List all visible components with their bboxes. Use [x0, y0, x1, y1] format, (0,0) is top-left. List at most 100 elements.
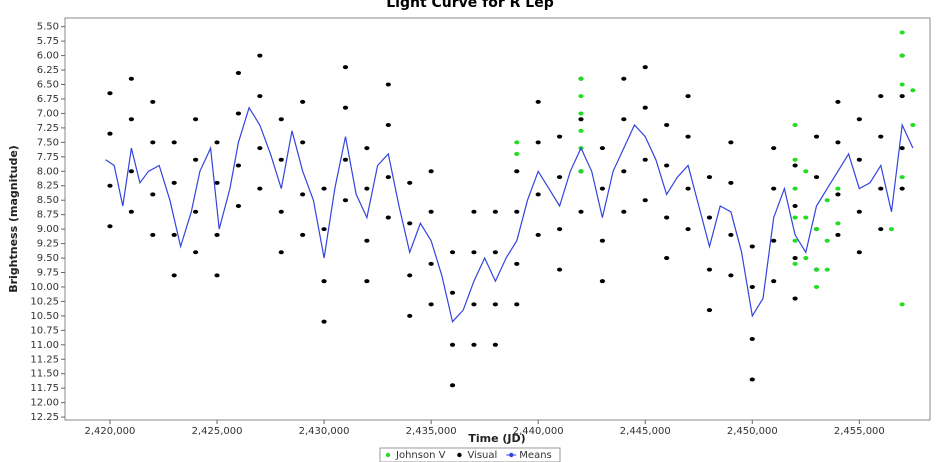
- data-point: [535, 232, 541, 237]
- data-point: [878, 94, 884, 99]
- data-point: [835, 192, 841, 197]
- data-point: [599, 238, 606, 243]
- data-point: [214, 273, 220, 278]
- data-point: [899, 53, 905, 58]
- data-point: [342, 65, 349, 70]
- data-point: [835, 186, 841, 191]
- data-point: [813, 134, 820, 139]
- y-tick-label: 9.00: [37, 224, 59, 235]
- data-point: [621, 209, 627, 214]
- data-point: [107, 131, 113, 136]
- data-point: [385, 82, 391, 87]
- data-point: [899, 30, 905, 35]
- data-point: [471, 342, 477, 347]
- y-tick-label: 9.50: [37, 253, 59, 264]
- data-point: [642, 198, 648, 203]
- data-point: [385, 123, 391, 128]
- data-point: [621, 169, 627, 174]
- data-point: [214, 140, 220, 145]
- data-point: [621, 117, 627, 122]
- data-point: [342, 157, 349, 162]
- data-point: [535, 192, 541, 197]
- y-tick-label: 7.75: [37, 152, 59, 163]
- x-tick-label: 2,425,000: [192, 426, 243, 437]
- y-tick-label: 9.25: [37, 239, 59, 250]
- data-point: [556, 227, 563, 232]
- data-point: [899, 302, 905, 307]
- data-point: [150, 99, 156, 104]
- data-point: [642, 105, 648, 110]
- data-point: [385, 175, 391, 180]
- y-tick-label: 8.00: [37, 166, 59, 177]
- data-point: [471, 209, 477, 214]
- data-point: [492, 250, 498, 255]
- data-point: [599, 186, 606, 191]
- data-point: [471, 302, 477, 307]
- data-point: [878, 227, 884, 232]
- data-point: [856, 117, 862, 122]
- data-point: [792, 163, 798, 168]
- data-point: [824, 238, 830, 243]
- data-point: [193, 209, 199, 214]
- data-point: [813, 284, 820, 289]
- data-point: [728, 273, 734, 278]
- data-point: [578, 94, 584, 99]
- data-point: [578, 169, 584, 174]
- data-point: [803, 169, 809, 174]
- data-point: [407, 313, 413, 318]
- legend-label: Means: [519, 450, 551, 461]
- data-point: [128, 169, 134, 174]
- legend-label: Visual: [467, 450, 497, 461]
- data-point: [642, 157, 648, 162]
- data-point: [664, 215, 670, 220]
- data-point: [300, 232, 306, 237]
- data-point: [899, 146, 905, 151]
- data-point: [364, 279, 370, 284]
- data-point: [685, 186, 691, 191]
- data-point: [449, 342, 456, 347]
- x-tick-label: 2,420,000: [85, 426, 136, 437]
- data-point: [749, 377, 755, 382]
- data-point: [728, 232, 734, 237]
- data-point: [428, 261, 434, 266]
- data-point: [364, 186, 370, 191]
- data-point: [556, 134, 563, 139]
- data-point: [492, 342, 498, 347]
- y-tick-label: 10.00: [30, 282, 59, 293]
- y-tick-label: 10.50: [30, 311, 59, 322]
- y-tick-label: 6.25: [37, 65, 59, 76]
- data-point: [728, 140, 734, 145]
- data-point: [128, 117, 134, 122]
- data-point: [621, 76, 627, 81]
- data-point: [514, 261, 520, 266]
- legend-label: Johnson V: [395, 450, 446, 461]
- data-point: [749, 244, 755, 249]
- data-point: [835, 221, 841, 226]
- y-tick-label: 5.50: [37, 22, 59, 33]
- data-point: [578, 128, 584, 133]
- data-point: [856, 157, 862, 162]
- data-point: [278, 209, 284, 214]
- legend-marker: [509, 452, 514, 458]
- data-point: [107, 224, 113, 229]
- data-point: [578, 117, 584, 122]
- data-point: [642, 65, 648, 70]
- data-point: [792, 256, 798, 261]
- y-tick-label: 7.50: [37, 137, 59, 148]
- data-point: [706, 308, 713, 313]
- legend-marker: [457, 452, 462, 458]
- data-point: [813, 267, 820, 272]
- y-tick-label: 10.75: [30, 325, 59, 336]
- data-point: [878, 186, 884, 191]
- data-point: [878, 134, 884, 139]
- data-point: [321, 227, 327, 232]
- y-axis-title: Brightness (magnitude): [7, 145, 20, 293]
- data-point: [706, 215, 713, 220]
- data-point: [899, 94, 905, 99]
- y-tick-label: 7.00: [37, 108, 59, 119]
- y-tick-label: 12.00: [30, 398, 59, 409]
- data-point: [321, 319, 327, 324]
- data-point: [235, 111, 242, 116]
